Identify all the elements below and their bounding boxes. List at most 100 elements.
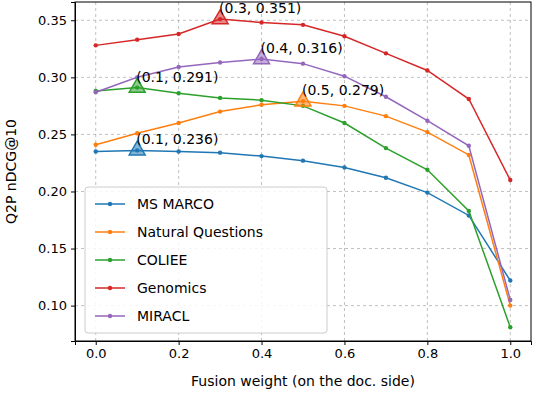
tick-mark — [510, 341, 511, 345]
data-point — [94, 90, 98, 94]
y-axis: 0.10 0.15 0.20 0.25 0.30 0.35 — [38, 3, 75, 342]
data-point — [384, 51, 388, 55]
data-point — [467, 144, 471, 148]
tick: 0.35 — [38, 13, 75, 28]
grid-line — [75, 20, 531, 21]
data-point — [467, 209, 471, 213]
legend-label: MS MARCO — [137, 196, 214, 212]
grid — [75, 2, 531, 341]
x-axis: 0.0 0.2 0.4 0.6 0.8 1.0 — [76, 341, 532, 361]
tick-mark — [344, 341, 345, 345]
tick-label: 0.25 — [38, 127, 67, 142]
tick-label: 0.4 — [252, 346, 273, 361]
data-point — [176, 32, 180, 36]
legend-marker — [108, 314, 112, 318]
tick-mark — [427, 341, 428, 345]
data-point — [259, 20, 263, 24]
tick-label: 0.6 — [335, 346, 356, 361]
chart: 0.00.20.40.60.81.00.100.150.200.250.300.… — [0, 0, 536, 396]
data-point — [259, 154, 263, 158]
data-point — [342, 104, 346, 108]
data-point — [508, 278, 512, 282]
tick-label: 0.15 — [38, 241, 67, 256]
tick-label: 0.20 — [38, 184, 67, 199]
data-point — [384, 114, 388, 118]
data-point — [301, 23, 305, 27]
legend-label: MIRACL — [137, 308, 189, 324]
data-point — [301, 158, 305, 162]
tick-label: 0.10 — [38, 298, 67, 313]
tick: 0.25 — [38, 127, 75, 142]
tick-mark — [71, 249, 75, 250]
data-point — [425, 190, 429, 194]
tick: 0.20 — [38, 184, 75, 199]
data-point — [342, 74, 346, 78]
legend-label: Natural Questions — [137, 224, 263, 240]
tick: 0.10 — [38, 298, 75, 313]
annotation: (0.3, 0.351) — [219, 0, 301, 16]
tick-mark — [262, 341, 263, 345]
data-point — [218, 60, 222, 64]
tick: 0.4 — [252, 341, 273, 361]
data-point — [508, 178, 512, 182]
tick-mark — [96, 341, 97, 345]
data-point — [218, 109, 222, 113]
tick-label: 0.35 — [38, 13, 67, 28]
annotation: (0.1, 0.291) — [136, 69, 218, 85]
data-point — [259, 98, 263, 102]
data-point — [135, 37, 139, 41]
data-point — [467, 97, 471, 101]
annotation: (0.4, 0.316) — [261, 40, 343, 56]
grid-line — [344, 2, 345, 341]
data-point — [94, 43, 98, 47]
data-point — [508, 303, 512, 307]
tick-mark — [71, 134, 75, 135]
y-axis-title: Q2P nDCG@10 — [3, 119, 19, 224]
tick-label: 0.2 — [169, 346, 190, 361]
data-point — [425, 119, 429, 123]
data-point — [176, 121, 180, 125]
data-point — [94, 142, 98, 146]
data-point — [342, 34, 346, 38]
data-point — [342, 121, 346, 125]
legend-marker — [108, 230, 112, 234]
tick: 0.15 — [38, 241, 75, 256]
legend-label: Genomics — [137, 280, 206, 296]
plot-frame — [75, 2, 531, 341]
x-axis-title: Fusion weight (on the doc. side) — [191, 373, 415, 389]
tick: 1.0 — [500, 341, 521, 361]
tick: 0.0 — [86, 341, 107, 361]
data-point — [176, 149, 180, 153]
legend-marker — [108, 202, 112, 206]
tick-mark — [71, 191, 75, 192]
tick-mark — [71, 77, 75, 78]
tick: 0.30 — [38, 70, 75, 85]
data-point — [94, 149, 98, 153]
tick-label: 0.30 — [38, 70, 67, 85]
data-point — [425, 130, 429, 134]
legend-box — [85, 187, 327, 333]
legend: MS MARCO Natural Questions COLIEE Genomics M… — [85, 187, 327, 333]
data-point — [384, 176, 388, 180]
tick: 0.8 — [418, 341, 439, 361]
data-point — [425, 168, 429, 172]
tick-label: 0.0 — [86, 346, 107, 361]
data-point — [508, 325, 512, 329]
tick-mark — [179, 341, 180, 345]
tick: 0.2 — [169, 341, 190, 361]
data-point — [508, 298, 512, 302]
legend-marker — [108, 258, 112, 262]
annotation: (0.5, 0.279) — [302, 82, 384, 98]
grid-line — [510, 2, 511, 341]
tick-label: 0.8 — [418, 346, 439, 361]
data-point — [301, 61, 305, 65]
legend-label: COLIEE — [137, 252, 187, 268]
data-point — [176, 91, 180, 95]
legend-marker — [108, 286, 112, 290]
tick-mark — [71, 20, 75, 21]
data-point — [218, 96, 222, 100]
series-line — [96, 19, 511, 180]
tick: 0.6 — [335, 341, 356, 361]
data-point — [425, 68, 429, 72]
annotation: (0.1, 0.236) — [136, 131, 218, 147]
